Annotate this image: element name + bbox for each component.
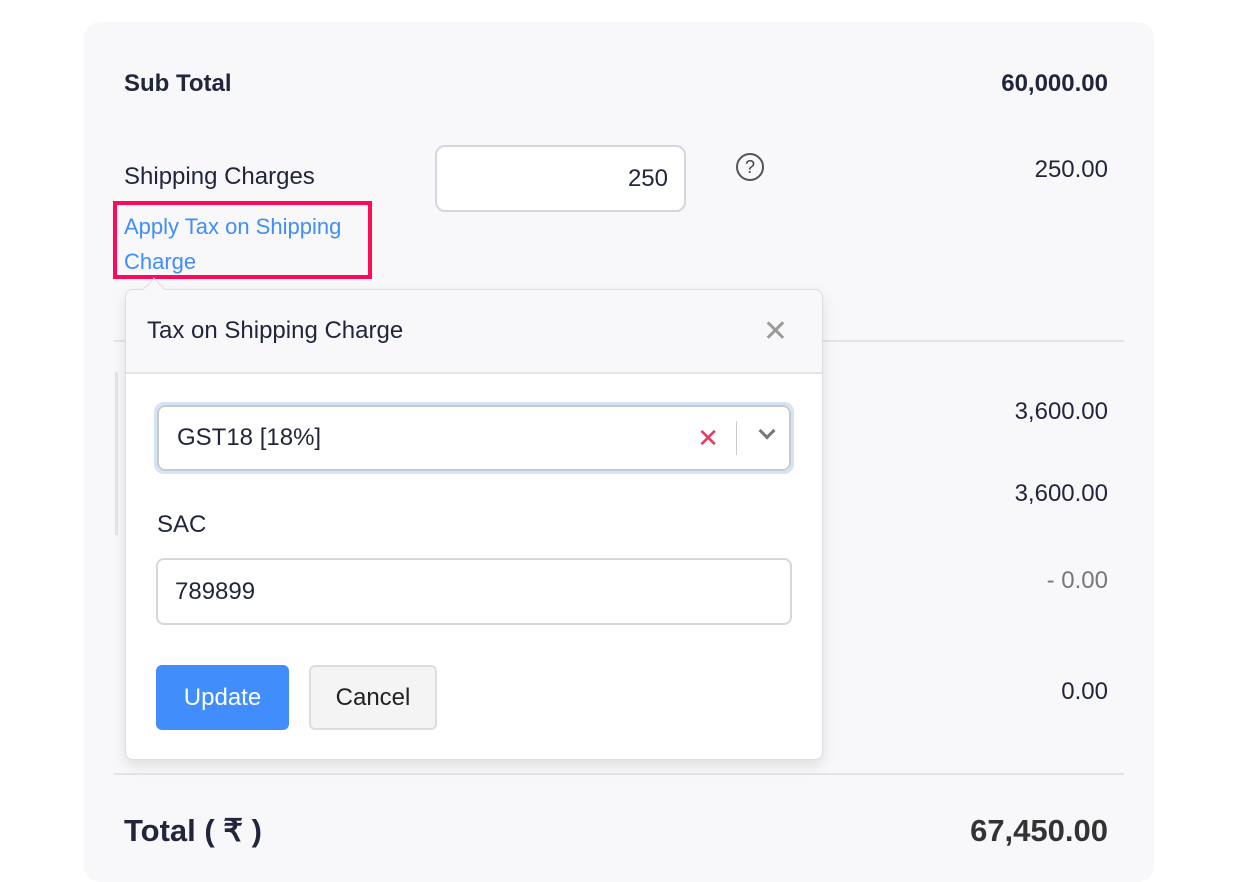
hidden-row-value: 3,600.00 xyxy=(1014,398,1108,425)
sac-input[interactable]: 789899 xyxy=(156,558,792,625)
total-label: Total ( ₹ ) xyxy=(124,813,262,848)
sac-label: SAC xyxy=(157,511,207,538)
divider xyxy=(114,773,1124,775)
highlight-box xyxy=(113,201,372,279)
shipping-charges-input[interactable]: 250 xyxy=(435,145,686,212)
shipping-value: 250.00 xyxy=(1034,156,1108,183)
tax-select[interactable]: GST18 [18%] ✕ xyxy=(154,402,794,474)
question-circle-icon[interactable]: ? xyxy=(736,153,764,181)
subtotal-value: 60,000.00 xyxy=(1001,70,1108,97)
row-border xyxy=(115,372,118,535)
subtotal-label: Sub Total xyxy=(124,70,232,97)
popover-header: Tax on Shipping Charge ✕ xyxy=(126,277,822,374)
update-button[interactable]: Update xyxy=(156,665,289,730)
clear-icon[interactable]: ✕ xyxy=(697,422,719,453)
select-separator xyxy=(736,421,737,455)
hidden-row-value: - 0.00 xyxy=(1046,567,1108,594)
hidden-row-value: 0.00 xyxy=(1061,678,1108,705)
chevron-down-icon[interactable] xyxy=(758,422,776,440)
apply-tax-link[interactable]: Apply Tax on Shipping Charge xyxy=(124,214,342,274)
close-icon[interactable]: ✕ xyxy=(762,315,788,348)
popover-title: Tax on Shipping Charge xyxy=(147,317,404,344)
hidden-row-value: 3,600.00 xyxy=(1014,480,1108,507)
cancel-button[interactable]: Cancel xyxy=(309,665,437,730)
shipping-label: Shipping Charges xyxy=(124,163,315,190)
tax-select-value: GST18 [18%] xyxy=(177,424,322,451)
total-value: 67,450.00 xyxy=(970,813,1108,848)
